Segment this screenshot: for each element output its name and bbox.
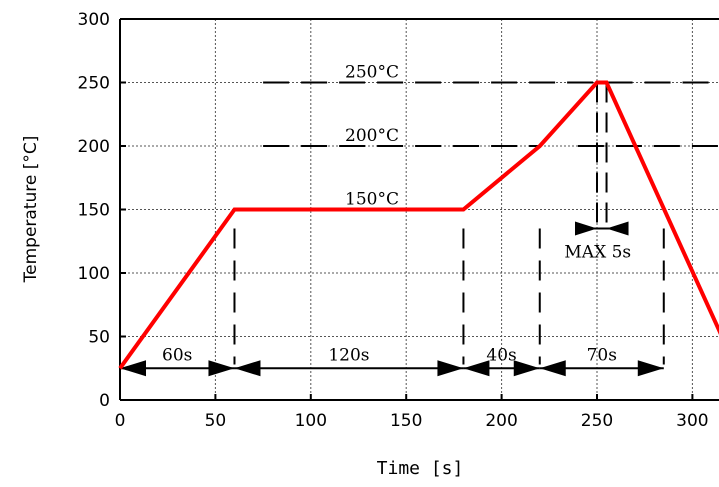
x-tick-label: 50 [205, 411, 227, 431]
phase-duration-label: 40s [486, 345, 516, 365]
phase-arrow-head-left [539, 360, 566, 377]
level-label: 250°C [345, 63, 399, 83]
peak-duration-label: MAX 5s [564, 243, 631, 263]
y-tick-label: 50 [88, 328, 110, 348]
y-tick-label: 300 [78, 10, 110, 30]
y-tick-label: 200 [78, 137, 110, 157]
grid [120, 19, 719, 400]
x-tick-label: 200 [485, 411, 517, 431]
phase-arrow-head-left [463, 360, 490, 377]
phase-arrow-head-right [208, 360, 235, 377]
phase-duration-label: 60s [162, 345, 192, 365]
phase-arrow-head-right [437, 360, 464, 377]
annotation-labels: 60s 120s 40s 70s MAX 5s 250°C 200°C 150°C [162, 63, 631, 366]
x-tick-label: 250 [581, 411, 613, 431]
phase-arrows [120, 221, 664, 377]
x-tick-label: 300 [676, 411, 708, 431]
phase-arrow-head-right [637, 360, 664, 377]
series-layer [118, 80, 719, 370]
x-tick-label: 100 [295, 411, 327, 431]
level-label: 200°C [345, 126, 399, 146]
y-tick-label: 100 [78, 264, 110, 284]
x-axis-title: Time [s] [377, 458, 464, 479]
x-tick-label: 0 [115, 411, 126, 431]
series-line [118, 80, 719, 370]
temperature-level-lines [263, 81, 719, 211]
phase-duration-label: 70s [587, 345, 617, 365]
phase-arrow-head-left [234, 360, 261, 377]
y-axis-title: Temperature [°C] [21, 136, 41, 284]
phase-arrow-head-left [120, 360, 146, 377]
level-label: 150°C [345, 190, 399, 210]
y-tick-label: 0 [99, 391, 110, 411]
y-tick-label: 250 [78, 74, 110, 94]
y-tick-labels: 0 50 100 150 200 250 300 [78, 10, 126, 411]
phase-marker-lines [233, 82, 665, 365]
phase-arrow-head-right [513, 360, 540, 377]
phase-duration-label: 120s [328, 345, 369, 365]
x-tick-labels: 0 50 100 150 200 250 300 [115, 394, 709, 431]
x-tick-label: 150 [390, 411, 422, 431]
y-tick-label: 150 [78, 201, 110, 221]
